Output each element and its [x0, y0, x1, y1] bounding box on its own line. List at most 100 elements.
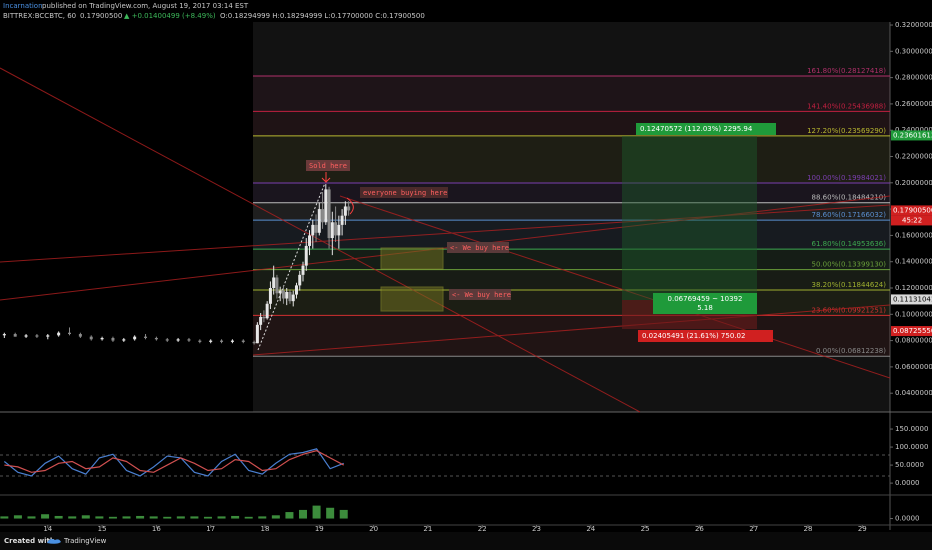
- candle-body: [230, 340, 234, 342]
- x-tick-label: 21: [423, 525, 432, 533]
- x-tick-label: 26: [695, 525, 704, 533]
- fib-band: [253, 75, 890, 112]
- candle-body: [301, 265, 305, 275]
- candle-body: [209, 340, 213, 342]
- price-badge-label: 0.23601613: [893, 131, 932, 139]
- fib-band: [253, 290, 890, 316]
- candle-body: [13, 334, 17, 337]
- x-tick-label: 20: [369, 525, 378, 533]
- chart-title: published on TradingView.com, August 19,…: [42, 2, 249, 10]
- volume-bar: [108, 516, 117, 519]
- position-ratio-box: [653, 293, 757, 314]
- candle-body: [321, 209, 325, 223]
- volume-bar: [217, 516, 226, 519]
- position-profit: [622, 136, 757, 300]
- fib-band: [253, 202, 890, 221]
- trend-line: [339, 195, 891, 379]
- trend-line: [0, 204, 891, 263]
- volume-bar: [312, 505, 321, 519]
- x-tick-label: 28: [804, 525, 813, 533]
- price-badge-label: 0.08725550: [893, 327, 932, 335]
- candle-body: [68, 332, 72, 335]
- volume-bar: [41, 514, 50, 519]
- volume-tick-label: 0.0000: [895, 515, 920, 523]
- candle-body: [187, 339, 191, 341]
- candle-body: [340, 215, 344, 225]
- volume-bar: [299, 509, 308, 519]
- volume-bar: [326, 507, 335, 519]
- annotation: Sold here: [309, 162, 347, 170]
- fib-band: [253, 220, 890, 250]
- candle-body: [133, 336, 137, 340]
- volume-bar: [203, 516, 212, 519]
- fib-label: 88.60%(0.18484210): [812, 194, 887, 202]
- trend-line: [0, 67, 641, 413]
- trend-line: [252, 304, 891, 356]
- annotation: everyone buying here: [363, 189, 447, 197]
- trend-line: [0, 195, 891, 301]
- fib-label: 161.80%(0.28127418): [807, 67, 886, 75]
- x-tick-label: 16: [152, 525, 161, 533]
- volume-bar: [271, 515, 280, 519]
- price-badge-label: 0.11131041: [893, 295, 932, 303]
- candle-body: [311, 224, 315, 236]
- volume-bar: [68, 516, 77, 519]
- candle-body: [57, 332, 61, 336]
- position-stop: 0.02405491 (21.61%) 750.02: [642, 332, 745, 340]
- x-tick-label: 15: [98, 525, 107, 533]
- candle-body: [298, 274, 302, 286]
- volume-bar: [0, 516, 9, 519]
- price-badge: [891, 294, 932, 305]
- price-badge: [891, 130, 932, 141]
- ohlc: O:0.18294999 H:0.18294999 L:0.17700000 C…: [220, 12, 425, 20]
- candles: [2, 184, 351, 345]
- candle-body: [317, 209, 321, 233]
- x-tick-label: 18: [261, 525, 270, 533]
- price-badge-label: 0.17900500: [893, 206, 932, 214]
- x-tick-label: 17: [206, 525, 215, 533]
- fib-band: [253, 135, 890, 184]
- candle-body: [294, 285, 298, 295]
- stoch-tick-label: 0.0000: [895, 479, 920, 487]
- candle-body: [24, 335, 28, 337]
- annotation-arrow: [321, 177, 331, 183]
- x-tick-label: 24: [586, 525, 595, 533]
- position-target-box: [636, 123, 776, 135]
- countdown-box: [891, 215, 932, 226]
- candle-body: [347, 206, 351, 211]
- buy-zone: [380, 247, 444, 270]
- candle-body: [122, 339, 126, 341]
- fib-group: 161.80%(0.28127418) 141.40%(0.25436988) 12…: [253, 67, 890, 357]
- fib-label: 23.60%(0.09921251): [812, 306, 887, 314]
- volume-bar: [285, 512, 294, 519]
- annotation-box: [449, 289, 511, 300]
- annotation: <- We buy here: [452, 291, 511, 299]
- annotation-box: [447, 242, 509, 253]
- candle-body: [308, 235, 312, 246]
- candle-body: [278, 290, 282, 294]
- volume-bar: [258, 516, 267, 519]
- candle-body: [154, 337, 158, 340]
- candle-body: [241, 340, 245, 342]
- volume-bar: [27, 516, 36, 519]
- candle-body: [220, 340, 224, 342]
- x-tick-label: 25: [641, 525, 650, 533]
- candle-body: [281, 290, 285, 299]
- volume-bar: [149, 516, 158, 519]
- candle-body: [330, 222, 334, 239]
- candle-body: [265, 303, 269, 319]
- candle-body: [291, 294, 295, 302]
- candle-body: [275, 277, 279, 294]
- countdown: 45:22: [902, 216, 922, 224]
- volume-bar: [95, 516, 104, 519]
